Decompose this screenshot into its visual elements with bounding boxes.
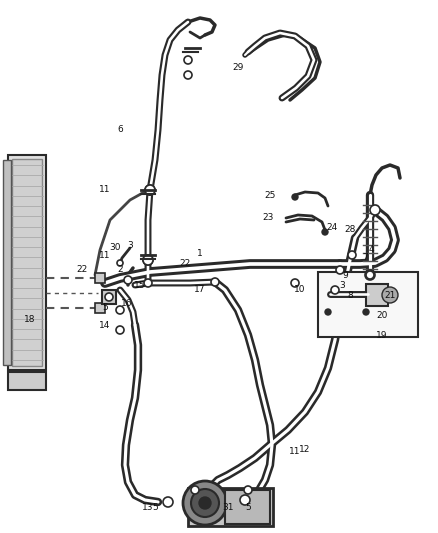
Text: 18: 18 <box>24 316 36 325</box>
Circle shape <box>144 279 152 287</box>
Text: 13: 13 <box>142 504 154 513</box>
Circle shape <box>382 287 398 303</box>
Text: 1: 1 <box>197 248 203 257</box>
Circle shape <box>184 71 192 79</box>
Circle shape <box>199 497 211 509</box>
Circle shape <box>211 278 219 286</box>
Text: 6: 6 <box>117 125 123 134</box>
Circle shape <box>191 489 219 517</box>
Text: 16: 16 <box>121 298 133 308</box>
Text: 21: 21 <box>384 290 396 300</box>
Text: 24: 24 <box>326 223 338 232</box>
Circle shape <box>145 185 155 195</box>
Bar <box>8 372 46 390</box>
Text: 5: 5 <box>245 504 251 513</box>
Circle shape <box>143 255 153 265</box>
Circle shape <box>348 251 356 259</box>
Circle shape <box>183 481 227 525</box>
Text: 7: 7 <box>362 254 368 262</box>
Text: 5: 5 <box>152 504 158 513</box>
Text: 20: 20 <box>376 311 388 319</box>
Text: 17: 17 <box>194 286 206 295</box>
Text: 14: 14 <box>99 320 111 329</box>
Bar <box>8 155 46 370</box>
Text: 25: 25 <box>264 190 276 199</box>
Circle shape <box>322 229 328 235</box>
Circle shape <box>291 279 299 287</box>
Bar <box>102 290 116 304</box>
Bar <box>3 160 11 365</box>
Bar <box>318 272 418 337</box>
Bar <box>366 284 388 306</box>
Text: 8: 8 <box>347 290 353 300</box>
Text: 22: 22 <box>76 265 88 274</box>
Circle shape <box>336 266 344 274</box>
Circle shape <box>124 276 132 284</box>
Circle shape <box>117 260 123 266</box>
Circle shape <box>184 56 192 64</box>
Circle shape <box>240 495 250 505</box>
Circle shape <box>116 306 124 314</box>
Circle shape <box>370 205 380 215</box>
Text: 15: 15 <box>134 280 146 289</box>
Circle shape <box>244 486 252 494</box>
Text: 11: 11 <box>99 252 111 261</box>
Circle shape <box>116 326 124 334</box>
Text: 19: 19 <box>376 330 388 340</box>
Circle shape <box>163 497 173 507</box>
Circle shape <box>243 498 247 502</box>
Circle shape <box>145 185 155 195</box>
Bar <box>225 490 270 524</box>
Text: 11: 11 <box>99 185 111 195</box>
Text: 28: 28 <box>344 225 356 235</box>
Text: 4: 4 <box>368 245 374 254</box>
Circle shape <box>143 255 153 265</box>
Text: 22: 22 <box>180 259 191 268</box>
Text: 2: 2 <box>117 265 123 274</box>
Text: 5: 5 <box>102 303 108 312</box>
Text: 3: 3 <box>339 280 345 289</box>
Circle shape <box>363 309 369 315</box>
Text: 3: 3 <box>127 241 133 251</box>
Bar <box>95 303 105 313</box>
Circle shape <box>365 270 375 280</box>
Bar <box>188 488 273 526</box>
Text: 31: 31 <box>222 504 234 513</box>
Circle shape <box>166 500 170 504</box>
Circle shape <box>331 286 339 294</box>
Text: 30: 30 <box>109 244 121 253</box>
Text: 23: 23 <box>262 214 274 222</box>
Circle shape <box>325 309 331 315</box>
Bar <box>95 273 105 283</box>
Text: 9: 9 <box>342 271 348 279</box>
Bar <box>12 159 42 366</box>
Text: 11: 11 <box>289 448 301 456</box>
Text: 12: 12 <box>299 446 311 455</box>
Circle shape <box>366 271 374 279</box>
Text: 10: 10 <box>294 286 306 295</box>
Circle shape <box>105 293 113 301</box>
Circle shape <box>191 486 199 494</box>
Text: 29: 29 <box>232 63 244 72</box>
Circle shape <box>292 194 298 200</box>
